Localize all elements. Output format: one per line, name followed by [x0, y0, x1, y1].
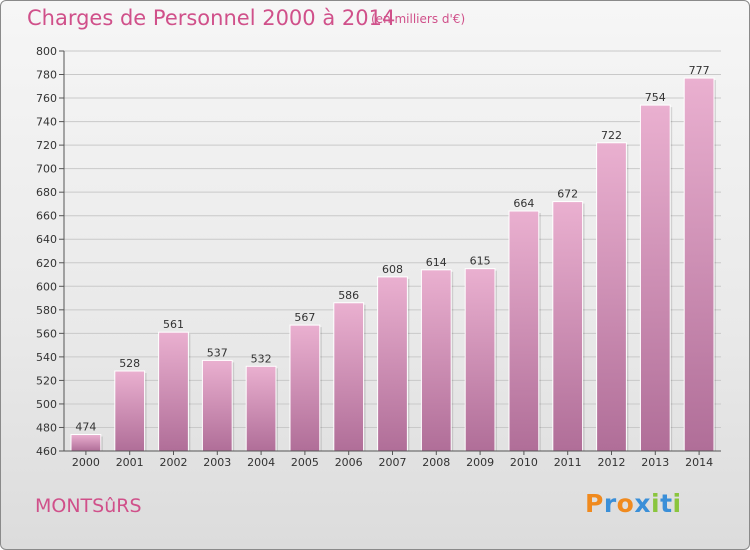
- x-tick-label-2013: 2013: [641, 456, 669, 469]
- y-tick-label: 660: [36, 210, 57, 223]
- y-tick-label: 680: [36, 186, 57, 199]
- value-label-2001: 528: [119, 357, 140, 370]
- logo-letter: P: [585, 489, 604, 518]
- x-tick-label-2012: 2012: [598, 456, 626, 469]
- x-tick-label-2011: 2011: [554, 456, 582, 469]
- bar-2011: [552, 201, 584, 452]
- bar-2002: [158, 331, 189, 452]
- x-tick-label-2003: 2003: [203, 456, 231, 469]
- value-label-2003: 537: [207, 346, 228, 359]
- y-tick-label: 620: [36, 257, 57, 270]
- y-tick-label: 780: [36, 69, 57, 82]
- bar-2013: [639, 104, 671, 452]
- value-label-2006: 586: [338, 289, 359, 302]
- y-tick-label: 720: [36, 139, 57, 152]
- x-tick-label-2000: 2000: [72, 456, 100, 469]
- bars: [70, 77, 716, 452]
- value-label-2009: 615: [470, 255, 491, 268]
- y-tick-label: 760: [36, 92, 57, 105]
- y-tick-label: 640: [36, 233, 57, 246]
- y-tick-label: 480: [36, 421, 57, 434]
- y-tick-label: 500: [36, 398, 57, 411]
- proxiti-logo: Proxiti: [585, 489, 682, 518]
- x-tick-label-2004: 2004: [247, 456, 275, 469]
- logo-letter: t: [660, 489, 673, 518]
- town-name: MONTSûRS: [35, 495, 142, 517]
- bar-2012: [596, 142, 627, 452]
- value-label-2008: 614: [426, 256, 447, 269]
- logo-letter: r: [603, 489, 617, 518]
- logo-letter: o: [616, 489, 635, 518]
- logo-letter: x: [634, 489, 651, 518]
- chart-subtitle: (en milliers d'€): [371, 12, 466, 26]
- y-tick-label: 460: [36, 445, 57, 458]
- chart-title: Charges de Personnel 2000 à 2014: [27, 6, 396, 30]
- bar-2008: [420, 269, 452, 452]
- y-tick-label: 580: [36, 304, 57, 317]
- x-tick-label-2002: 2002: [160, 456, 188, 469]
- value-label-2014: 777: [689, 64, 710, 77]
- bar-2007: [377, 276, 408, 452]
- logo-letter: i: [651, 489, 661, 518]
- y-tick-label: 740: [36, 116, 57, 129]
- bar-2006: [333, 302, 365, 452]
- y-tick-label: 560: [36, 327, 57, 340]
- x-tick-label-2010: 2010: [510, 456, 538, 469]
- value-label-2010: 664: [513, 197, 534, 210]
- value-label-2013: 754: [645, 91, 666, 104]
- value-label-2000: 474: [75, 421, 96, 434]
- value-label-2012: 722: [601, 129, 622, 142]
- bar-2001: [114, 370, 146, 452]
- bar-2000: [70, 434, 102, 452]
- y-tick-label: 540: [36, 351, 57, 364]
- y-tick-label: 600: [36, 280, 57, 293]
- value-label-2002: 561: [163, 318, 184, 331]
- labels: 460 480 500 520 540 560 580 600 620 640 660 680 700 7…: [36, 45, 713, 469]
- x-tick-label-2006: 2006: [335, 456, 363, 469]
- x-tick-label-2014: 2014: [685, 456, 713, 469]
- x-tick-label-2007: 2007: [379, 456, 407, 469]
- axes: [59, 50, 721, 455]
- bar-2004: [245, 365, 277, 452]
- y-tick-label: 800: [36, 45, 57, 58]
- y-tick-label: 520: [36, 374, 57, 387]
- x-tick-label-2009: 2009: [466, 456, 494, 469]
- x-tick-label-2005: 2005: [291, 456, 319, 469]
- value-label-2004: 532: [251, 352, 272, 365]
- value-label-2005: 567: [294, 311, 315, 324]
- bar-2014: [683, 77, 715, 452]
- value-label-2007: 608: [382, 263, 403, 276]
- bar-2003: [201, 359, 233, 452]
- bar-2010: [508, 210, 540, 452]
- y-tick-label: 700: [36, 163, 57, 176]
- logo-letter: i: [672, 489, 682, 518]
- x-tick-label-2001: 2001: [116, 456, 144, 469]
- x-tick-label-2008: 2008: [422, 456, 450, 469]
- bar-2009: [464, 268, 496, 452]
- value-label-2011: 672: [557, 188, 578, 201]
- bar-2005: [289, 324, 321, 452]
